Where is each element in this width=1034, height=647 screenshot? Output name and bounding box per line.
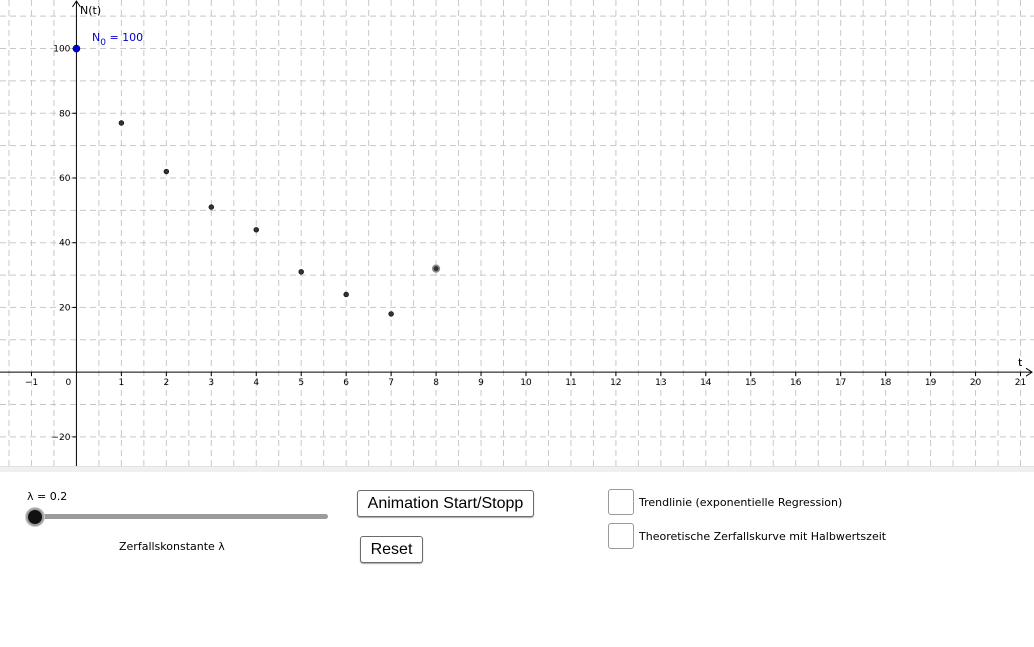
panel-divider <box>0 466 1034 472</box>
data-point[interactable] <box>118 120 125 126</box>
data-point[interactable] <box>343 291 349 298</box>
x-tick-label: 20 <box>970 378 982 388</box>
y-tick-label: 100 <box>53 45 70 55</box>
x-tick-label: 2 <box>163 378 169 388</box>
slider-caption: Zerfallskonstante λ <box>119 540 225 553</box>
x-tick-label: 1 <box>119 378 125 388</box>
x-tick-label: 12 <box>610 378 621 388</box>
x-tick-label: −1 <box>25 378 38 388</box>
x-axis-label: t <box>1018 356 1023 369</box>
x-tick-label: 15 <box>745 378 756 388</box>
data-point[interactable] <box>253 227 259 233</box>
graphics-view[interactable]: −1 0 1 2 3 4 5 6 7 8 9 10 11 12 13 14 15 16 17 18 19 20 21 −20 2… <box>0 0 1034 466</box>
n0-label: N0 = 100 <box>92 31 143 48</box>
y-tick-label: 40 <box>59 239 71 249</box>
theoretical-curve-checkbox-label: Theoretische Zerfallskurve mit Halbwerts… <box>639 530 887 543</box>
x-tick-label: 3 <box>208 378 214 388</box>
coordinate-plane[interactable]: −1 0 1 2 3 4 5 6 7 8 9 10 11 12 13 14 15 16 17 18 19 20 21−202… <box>0 0 1034 466</box>
n0-label-subscript: 0 <box>100 38 106 48</box>
y-axis-arrow <box>72 0 81 8</box>
animation-start-stop-button[interactable]: Animation Start/Stopp <box>357 490 534 517</box>
data-point[interactable] <box>163 168 170 175</box>
slider-knob[interactable] <box>26 508 44 526</box>
data-point[interactable] <box>208 204 214 210</box>
trendline-checkbox-label: Trendlinie (exponentielle Regression) <box>639 496 843 509</box>
n0-label-value: = 100 <box>106 31 143 44</box>
theoretical-curve-checkbox[interactable] <box>608 523 634 549</box>
x-tick-label: 16 <box>790 378 802 388</box>
lambda-slider[interactable] <box>24 507 330 527</box>
x-axis-arrow <box>1025 367 1033 377</box>
x-tick-label: 8 <box>433 378 439 388</box>
x-tick-label: 11 <box>565 378 576 388</box>
y-tick-label: 80 <box>59 109 71 119</box>
x-tick-label: 19 <box>925 378 937 388</box>
x-tick-label: 7 <box>388 378 394 388</box>
data-point[interactable] <box>298 269 304 275</box>
n0-label-prefix: N <box>92 31 100 44</box>
x-tick-label: 13 <box>655 378 666 388</box>
x-tick-label: 5 <box>298 378 304 388</box>
x-tick-label: 10 <box>520 378 532 388</box>
slider-track[interactable] <box>26 514 328 519</box>
x-tick-label: 0 <box>66 378 72 388</box>
y-axis-label: N(t) <box>80 4 101 17</box>
x-tick-label: 6 <box>343 378 349 388</box>
y-tick-label: 20 <box>59 303 71 313</box>
x-tick-label: 9 <box>478 378 484 388</box>
data-point[interactable] <box>431 264 441 273</box>
x-tick-label: 4 <box>253 378 259 388</box>
x-tick-label: 17 <box>835 378 846 388</box>
x-tick-label: 14 <box>700 378 712 388</box>
x-tick-label: 21 <box>1015 378 1026 388</box>
lambda-value-label: λ = 0.2 <box>27 490 68 503</box>
data-point[interactable] <box>388 311 394 317</box>
y-tick-label: −20 <box>51 433 70 443</box>
reset-button[interactable]: Reset <box>360 536 423 563</box>
x-tick-label: 18 <box>880 378 892 388</box>
trendline-checkbox[interactable] <box>608 489 634 515</box>
n0-point[interactable] <box>72 44 81 53</box>
y-tick-label: 60 <box>59 174 71 184</box>
